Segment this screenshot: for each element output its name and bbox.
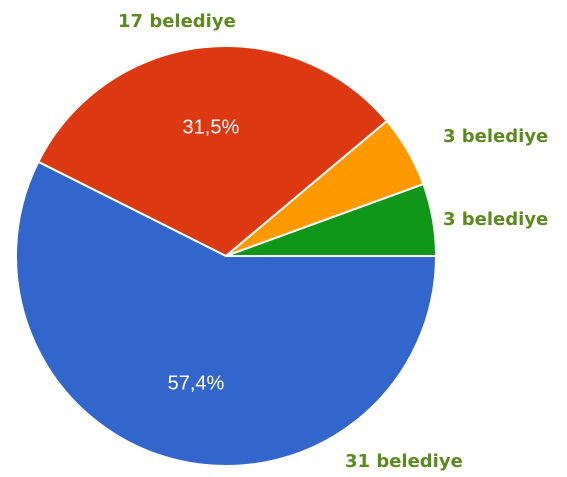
pie-slice-2: [36, 45, 389, 258]
percent-label-slice-1: 57,4%: [168, 373, 225, 395]
count-label-slice-2: 17 belediye: [118, 11, 236, 32]
count-label-slice-1: 31 belediye: [345, 451, 463, 472]
count-label-slice-4: 3 belediye: [443, 209, 548, 230]
pie-slice-4: [225, 182, 438, 257]
percent-labels: 57,4% 31,5%: [168, 117, 240, 395]
pie-slices: [15, 45, 438, 467]
percent-label-slice-2: 31,5%: [183, 117, 240, 139]
count-label-slice-3: 3 belediye: [443, 126, 548, 147]
pie-slice-1: [15, 160, 438, 467]
